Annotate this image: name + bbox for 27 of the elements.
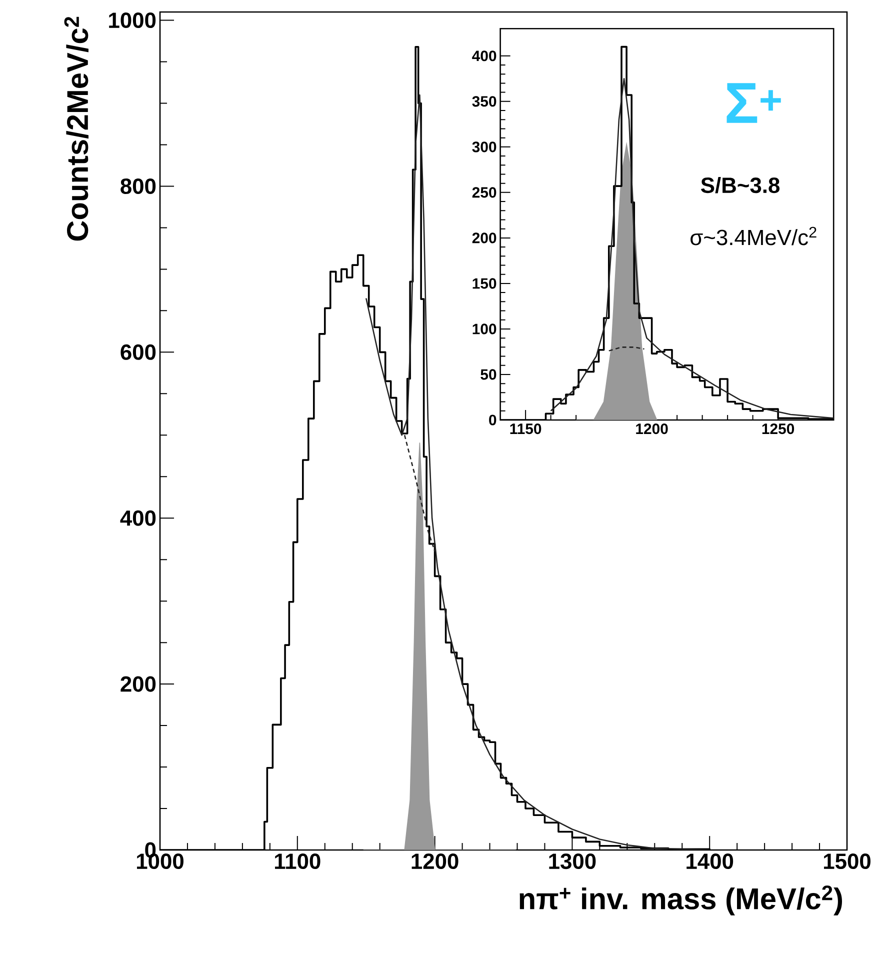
- x-tick-label: 1300: [549, 854, 596, 870]
- y-tick-label: 150: [472, 278, 496, 289]
- y-tick-label: 300: [472, 142, 496, 152]
- y-tick-label: 400: [472, 50, 496, 62]
- y-tick-label: 0: [489, 414, 496, 426]
- y-tick-label: 1000: [109, 12, 156, 28]
- y-tick-label: 600: [120, 344, 156, 360]
- annotation: Σ$^{+}$: [726, 83, 781, 123]
- y-tick-label: 250: [472, 187, 496, 198]
- x-tick-label: 1250: [762, 424, 794, 434]
- x-tick-label: 1100: [275, 854, 320, 870]
- y-tick-label: 350: [472, 96, 496, 107]
- y-tick-label: 200: [120, 676, 156, 692]
- x-axis-title: nπ$^{+}$ inv. mass (MeV/c$^{2}$): [520, 886, 842, 916]
- annotation: S/B~3.8: [701, 176, 780, 194]
- y-tick-label: 100: [472, 324, 496, 334]
- x-tick-label: 1400: [686, 854, 734, 870]
- x-tick-label: 1500: [824, 854, 870, 870]
- x-tick-label: 1150: [510, 424, 542, 434]
- y-tick-label: 50: [480, 369, 496, 380]
- y-axis-title: Counts/2MeV/c$^{2}$: [64, 16, 88, 241]
- x-tick-label: 1200: [636, 424, 668, 434]
- y-tick-label: 200: [472, 232, 496, 244]
- x-tick-label: 1200: [412, 854, 458, 870]
- y-tick-label: 800: [120, 178, 156, 194]
- y-tick-label: 400: [120, 510, 156, 526]
- annotation: σ~3.4MeV/c$^{2}$: [690, 226, 816, 246]
